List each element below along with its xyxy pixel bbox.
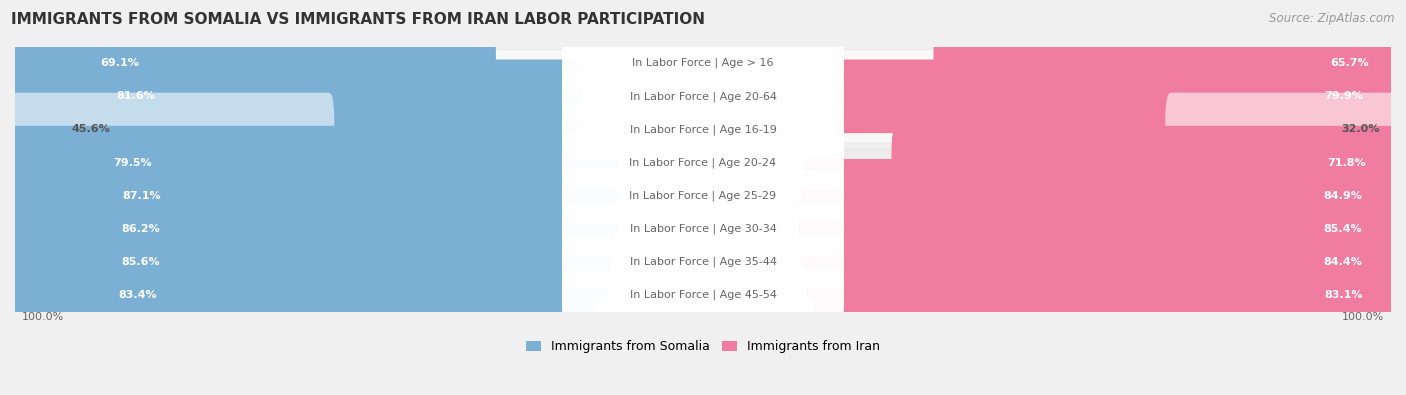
Text: 83.4%: 83.4%: [118, 290, 157, 300]
FancyBboxPatch shape: [15, 116, 1391, 143]
FancyBboxPatch shape: [10, 225, 609, 299]
FancyBboxPatch shape: [10, 258, 595, 332]
Text: IMMIGRANTS FROM SOMALIA VS IMMIGRANTS FROM IRAN LABOR PARTICIPATION: IMMIGRANTS FROM SOMALIA VS IMMIGRANTS FR…: [11, 12, 706, 27]
FancyBboxPatch shape: [15, 50, 1391, 77]
Text: 85.4%: 85.4%: [1323, 224, 1361, 234]
Text: In Labor Force | Age 25-29: In Labor Force | Age 25-29: [630, 190, 776, 201]
Text: Source: ZipAtlas.com: Source: ZipAtlas.com: [1270, 12, 1395, 25]
Text: 85.6%: 85.6%: [121, 257, 160, 267]
Text: 69.1%: 69.1%: [101, 58, 139, 68]
Text: In Labor Force | Age 20-64: In Labor Force | Age 20-64: [630, 91, 776, 102]
Text: 83.1%: 83.1%: [1324, 290, 1362, 300]
FancyBboxPatch shape: [562, 236, 844, 288]
Text: 65.7%: 65.7%: [1330, 58, 1368, 68]
FancyBboxPatch shape: [15, 215, 1391, 243]
Text: In Labor Force | Age 30-34: In Labor Force | Age 30-34: [630, 224, 776, 234]
Text: 84.4%: 84.4%: [1323, 257, 1362, 267]
Text: In Labor Force | Age 45-54: In Labor Force | Age 45-54: [630, 290, 776, 301]
Text: In Labor Force | Age 20-24: In Labor Force | Age 20-24: [630, 157, 776, 168]
FancyBboxPatch shape: [10, 192, 613, 266]
FancyBboxPatch shape: [562, 103, 844, 155]
FancyBboxPatch shape: [1166, 93, 1396, 166]
Text: 79.5%: 79.5%: [114, 158, 152, 167]
FancyBboxPatch shape: [10, 126, 568, 199]
FancyBboxPatch shape: [562, 37, 844, 89]
FancyBboxPatch shape: [799, 192, 1396, 266]
FancyBboxPatch shape: [562, 70, 844, 122]
Text: 84.9%: 84.9%: [1323, 191, 1362, 201]
Legend: Immigrants from Somalia, Immigrants from Iran: Immigrants from Somalia, Immigrants from…: [526, 340, 880, 353]
FancyBboxPatch shape: [10, 159, 620, 233]
Text: In Labor Force | Age 35-44: In Labor Force | Age 35-44: [630, 257, 776, 267]
FancyBboxPatch shape: [15, 182, 1391, 209]
FancyBboxPatch shape: [814, 258, 1396, 332]
Text: 86.2%: 86.2%: [122, 224, 160, 234]
FancyBboxPatch shape: [15, 149, 1391, 176]
Text: 100.0%: 100.0%: [1341, 312, 1384, 322]
Text: 100.0%: 100.0%: [22, 312, 65, 322]
Text: 81.6%: 81.6%: [117, 91, 155, 101]
FancyBboxPatch shape: [804, 225, 1396, 299]
FancyBboxPatch shape: [15, 83, 1391, 110]
FancyBboxPatch shape: [835, 60, 1396, 133]
Text: 45.6%: 45.6%: [72, 124, 110, 134]
Text: In Labor Force | Age > 16: In Labor Force | Age > 16: [633, 58, 773, 68]
Text: In Labor Force | Age 16-19: In Labor Force | Age 16-19: [630, 124, 776, 135]
FancyBboxPatch shape: [562, 203, 844, 255]
Text: 32.0%: 32.0%: [1341, 124, 1381, 134]
FancyBboxPatch shape: [10, 93, 335, 166]
FancyBboxPatch shape: [15, 248, 1391, 276]
FancyBboxPatch shape: [10, 26, 496, 100]
FancyBboxPatch shape: [10, 60, 582, 133]
FancyBboxPatch shape: [562, 170, 844, 222]
FancyBboxPatch shape: [562, 269, 844, 321]
FancyBboxPatch shape: [934, 26, 1396, 100]
Text: 87.1%: 87.1%: [122, 191, 162, 201]
FancyBboxPatch shape: [15, 282, 1391, 309]
Text: 79.9%: 79.9%: [1324, 91, 1364, 101]
FancyBboxPatch shape: [801, 159, 1396, 233]
Text: 71.8%: 71.8%: [1327, 158, 1367, 167]
FancyBboxPatch shape: [562, 137, 844, 188]
FancyBboxPatch shape: [891, 126, 1396, 199]
